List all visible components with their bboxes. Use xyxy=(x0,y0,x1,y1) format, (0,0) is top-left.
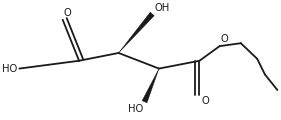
Text: O: O xyxy=(201,96,209,106)
Text: HO: HO xyxy=(128,104,144,114)
Polygon shape xyxy=(119,12,154,53)
Text: O: O xyxy=(221,34,228,44)
Polygon shape xyxy=(142,69,159,103)
Text: HO: HO xyxy=(2,64,17,74)
Text: OH: OH xyxy=(154,3,169,13)
Text: O: O xyxy=(64,8,71,18)
